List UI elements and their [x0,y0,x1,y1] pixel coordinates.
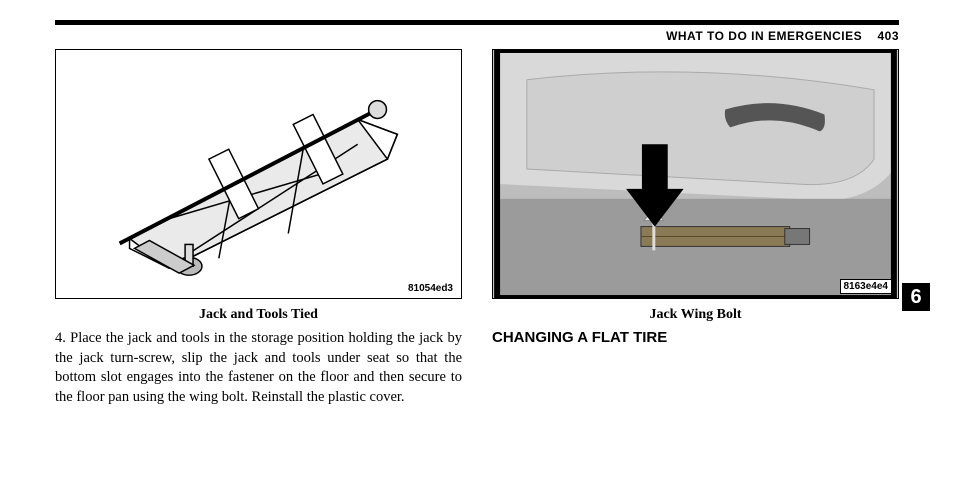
wingbolt-illustration-svg [493,50,898,298]
header-rule [55,20,899,25]
right-column: 8163e4e4 Jack Wing Bolt CHANGING A FLAT … [492,49,899,407]
jack-illustration-svg [56,50,461,298]
step-paragraph: 4. Place the jack and tools in the stora… [55,329,462,407]
chapter-tab: 6 [902,283,930,311]
two-column-layout: 81054ed3 Jack and Tools Tied 4. Place th… [55,49,899,407]
page-number: 403 [877,29,899,43]
step-number: 4. [55,330,66,346]
running-header: WHAT TO DO IN EMERGENCIES 403 [55,29,899,43]
figure-caption-left: Jack and Tools Tied [55,307,462,323]
left-column: 81054ed3 Jack and Tools Tied 4. Place th… [55,49,462,407]
figure-jack-tools-tied: 81054ed3 [55,49,462,299]
figure-id-right: 8163e4e4 [840,279,893,294]
step-text: Place the jack and tools in the storage … [55,330,462,405]
figure-id-left: 81054ed3 [406,283,455,294]
figure-caption-right: Jack Wing Bolt [492,307,899,323]
section-heading: CHANGING A FLAT TIRE [492,329,899,346]
header-section-title: WHAT TO DO IN EMERGENCIES [666,29,862,43]
figure-jack-wing-bolt: 8163e4e4 [492,49,899,299]
